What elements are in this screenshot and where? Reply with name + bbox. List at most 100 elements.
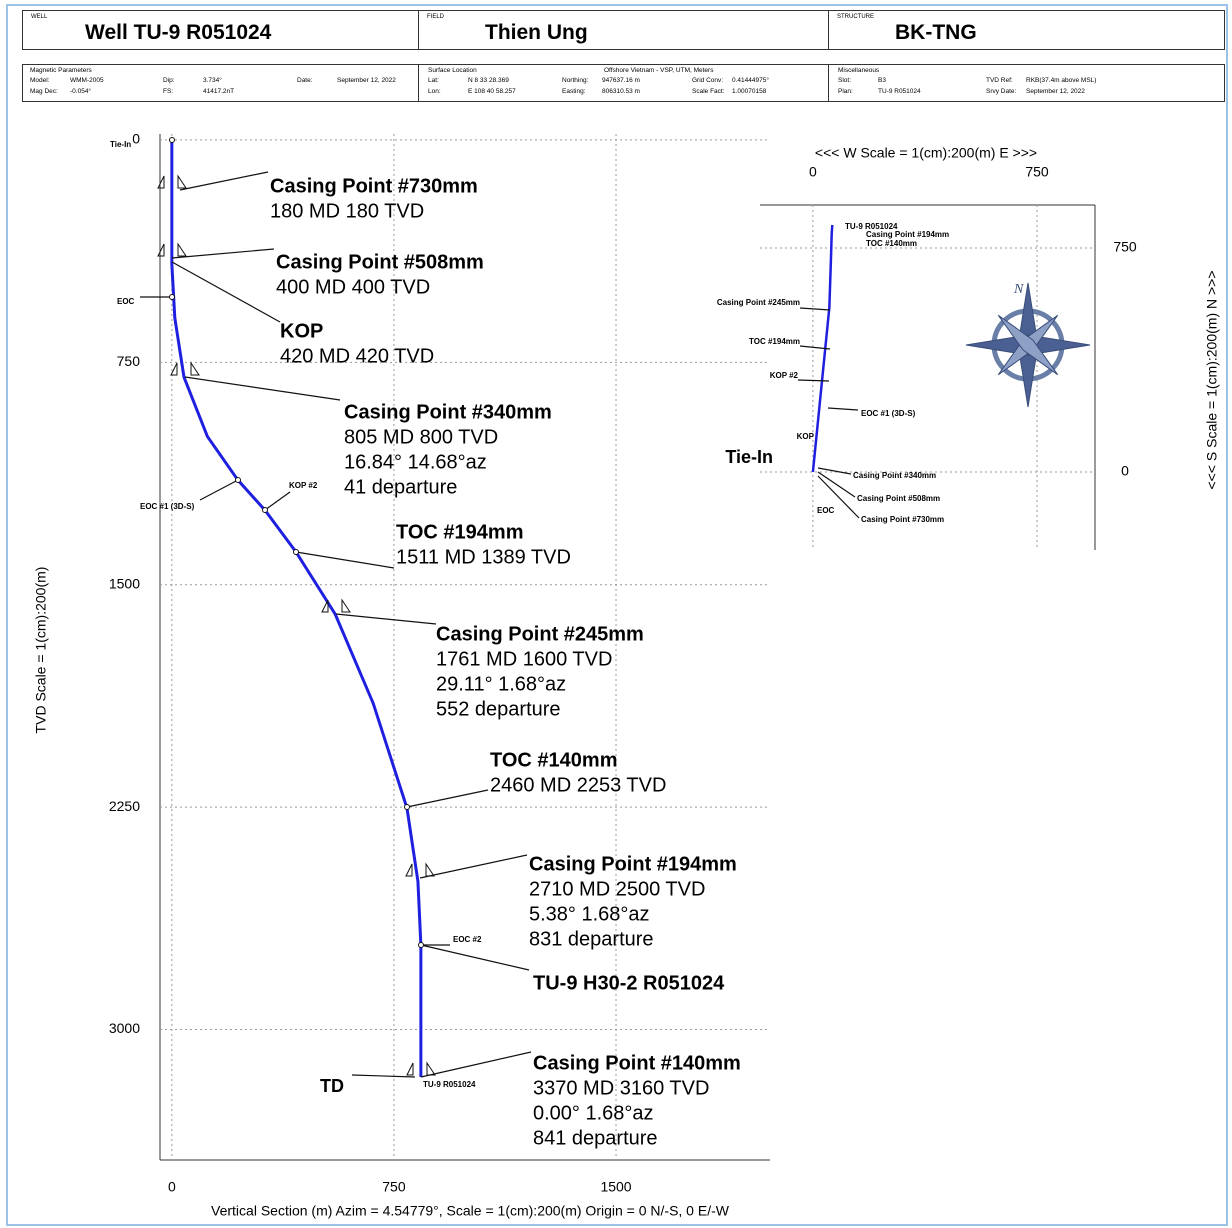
casing-symbol (157, 243, 165, 257)
y-tick-label: 0 (132, 131, 140, 147)
station-marker (235, 477, 241, 483)
leader-line (827, 407, 859, 411)
annotation-title: TOC #140mm (490, 749, 617, 771)
annotation-title: TOC #194mm (396, 521, 523, 543)
x-axis-title: Vertical Section (m) Azim = 4.54779°, Sc… (211, 1203, 730, 1219)
header-text: Magnetic Parameters (30, 67, 92, 74)
y-tick-label: 2250 (109, 798, 140, 814)
annotation-text: 400 MD 400 TVD (276, 276, 430, 298)
x-tick-label: 0 (809, 164, 817, 180)
annotation-text: 831 departure (529, 928, 654, 950)
leader-line (817, 471, 856, 498)
casing-symbol (405, 863, 413, 877)
point-label: KOP (797, 432, 815, 441)
annotation-text: 1511 MD 1389 TVD (396, 546, 571, 568)
annotation-text: 805 MD 800 TVD (344, 426, 498, 448)
annotation-title: Casing Point #340mm (344, 401, 552, 423)
leader-line (817, 467, 852, 475)
annotation-title: KOP (280, 320, 323, 342)
header-text: RKB(37.4m above MSL) (1026, 77, 1097, 84)
frame (6, 4, 1228, 1226)
leader-line (295, 551, 395, 569)
annotation-title: Casing Point #140mm (533, 1052, 741, 1074)
header-text: TVD Ref: (986, 77, 1013, 84)
header-text: Mag Dec: (30, 88, 58, 95)
header-text: Easting: (562, 88, 586, 95)
annotation-text: 2460 MD 2253 TVD (490, 774, 666, 796)
leader-line (419, 854, 528, 879)
annotation-title: Casing Point #730mm (270, 175, 478, 197)
station-marker (169, 294, 175, 300)
annotation-text: 1761 MD 1600 TVD (436, 648, 612, 670)
annotation-text: 29.11° 1.68°az (436, 673, 566, 695)
compass-star (997, 314, 1059, 376)
header-text: Miscellaneous (838, 67, 880, 74)
leader-line (179, 171, 269, 191)
point-label: EOC #1 (3D-S) (861, 409, 916, 418)
misc-box (828, 64, 1225, 102)
point-label: TOC #140mm (866, 239, 917, 248)
y-axis-title: TVD Scale = 1(cm):200(m) (33, 567, 49, 734)
casing-symbol (170, 362, 178, 376)
header-text: 806310.53 m (602, 88, 640, 95)
x-tick-label: 750 (382, 1179, 406, 1195)
header-text: 41417.2nT (203, 88, 235, 95)
header-text: B3 (878, 77, 886, 84)
header-text: WMM-2005 (70, 77, 104, 84)
y-tick-label: 0 (1121, 463, 1129, 479)
annotation-text: 841 departure (533, 1127, 658, 1149)
point-label: TU-9 R051024 (423, 1080, 476, 1089)
x-tick-label: 0 (168, 1179, 176, 1195)
compass-north: N (1013, 282, 1024, 297)
series-label: TU-9 H30-2 R051024 (533, 972, 725, 994)
header-text: 1.00070158 (732, 88, 767, 95)
point-label: Casing Point #194mm (866, 230, 949, 239)
structure-box: STRUCTURE BK-TNG (828, 10, 1225, 50)
header-text: Scale Fact: (692, 88, 725, 95)
leader-line (799, 307, 831, 311)
annotation-title: Casing Point #194mm (529, 853, 737, 875)
header-text: Grid Conv: (692, 77, 724, 84)
header-text: Model: (30, 77, 50, 84)
header-text: Offshore Vietnam - VSP, UTM, Meters (604, 67, 714, 74)
header-text: 947637.16 m (602, 77, 640, 84)
x-axis-title: <<< W Scale = 1(cm):200(m) E >>> (815, 145, 1037, 161)
station-marker (404, 804, 410, 810)
casing-symbol (425, 862, 435, 877)
annotation-text: 2710 MD 2500 TVD (529, 878, 705, 900)
point-label: Casing Point #245mm (717, 298, 800, 307)
header-text: N 8 33 28.369 (468, 77, 509, 84)
leader-line (420, 1051, 532, 1078)
y-axis-title: <<< S Scale = 1(cm):200(m) N >>> (1204, 270, 1220, 489)
well-name: Well TU-9 R051024 (85, 21, 272, 44)
leader-line (199, 479, 239, 501)
caption: STRUCTURE (837, 14, 874, 20)
leader-line (351, 1074, 416, 1078)
station-marker (418, 942, 424, 948)
annotation-title: Casing Point #245mm (436, 623, 644, 645)
leader-line (171, 248, 275, 259)
casing-symbol (341, 598, 351, 613)
annotation-text: 3370 MD 3160 TVD (533, 1077, 709, 1099)
point-label: TOC #194mm (749, 337, 800, 346)
header-text: Slot: (838, 77, 852, 84)
header-text: September 12, 2022 (337, 77, 396, 84)
point-label: Tie-In (110, 140, 131, 149)
point-label: EOC (817, 506, 835, 515)
header-text: 0.41444975° (732, 77, 769, 84)
header-text: Lon: (428, 88, 441, 95)
leader-line (817, 475, 860, 519)
annotation-text: 5.38° 1.68°az (529, 903, 650, 925)
leader-line (184, 376, 341, 401)
casing-symbol (426, 1061, 436, 1076)
x-tick-label: 1500 (600, 1179, 631, 1195)
header-text: FS: (163, 88, 174, 95)
leader-line (171, 261, 281, 323)
annotation-text: 16.84° 14.68°az (344, 451, 487, 473)
leader-line (797, 379, 830, 382)
y-tick-label: 750 (1113, 239, 1137, 255)
point-label: Casing Point #508mm (857, 494, 940, 503)
header-text: September 12, 2022 (1026, 88, 1085, 95)
y-tick-label: 1500 (109, 575, 140, 591)
